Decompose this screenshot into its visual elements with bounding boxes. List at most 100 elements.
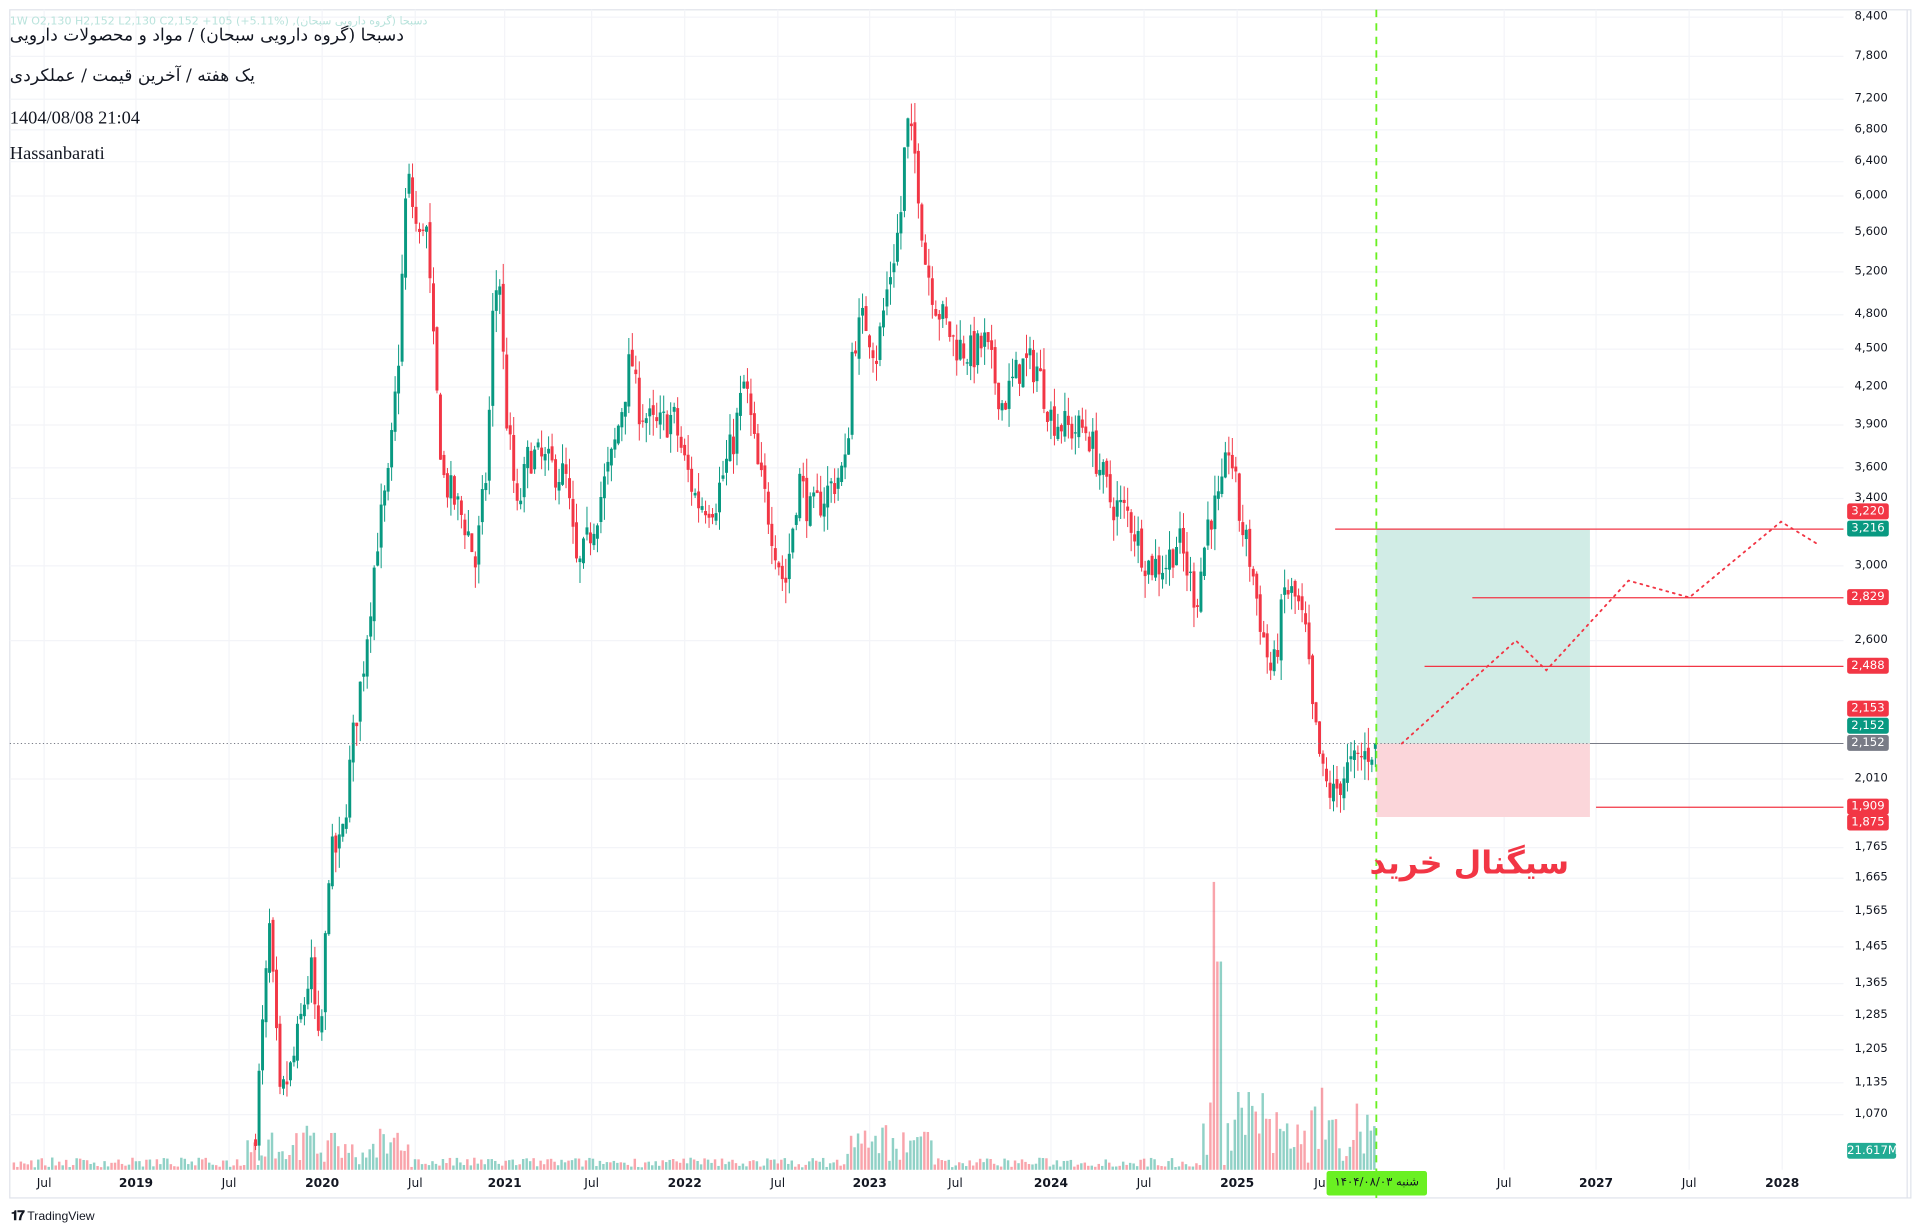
volume-bar <box>124 1165 127 1170</box>
candle-down <box>1255 573 1259 599</box>
buy-signal-label[interactable]: سیگنال خرید <box>1369 845 1570 882</box>
volume-bar <box>877 1153 881 1170</box>
volume-bar <box>497 1163 500 1170</box>
volume-bar <box>734 1163 738 1170</box>
volume-bar <box>1041 1158 1045 1170</box>
volume-bar <box>305 1125 309 1170</box>
volume-bar <box>727 1161 731 1170</box>
price-tick-label: 1,285 <box>1854 1008 1888 1022</box>
candle-down <box>1325 768 1328 782</box>
candle-down <box>676 408 680 436</box>
volume-bar <box>473 1157 476 1170</box>
volume-bar <box>912 1140 916 1170</box>
candle-up <box>330 836 334 887</box>
candle-up <box>257 1070 261 1146</box>
candle-up <box>1007 380 1011 409</box>
candle-down <box>927 265 931 278</box>
chart-frame <box>9 9 1912 1199</box>
chart-datetime: 1404/08/08 21:04 <box>9 109 140 129</box>
chart-subtitle: یک هفته / آخرین قیمت / عملکردی <box>9 66 255 86</box>
volume-bar <box>867 1147 870 1170</box>
price-tick-label: 6,000 <box>1854 188 1888 203</box>
volume-bar <box>1114 1166 1118 1170</box>
candle-down <box>777 562 781 568</box>
volume-bar <box>1240 1107 1244 1170</box>
candle-down <box>868 335 871 348</box>
candle-up <box>592 533 596 546</box>
candle-down <box>568 478 571 499</box>
candle-up <box>822 503 826 517</box>
candle-up <box>557 482 561 491</box>
volume-bar <box>295 1133 298 1170</box>
volume-bar <box>975 1162 978 1170</box>
candle-up <box>906 118 910 147</box>
volume-bar <box>521 1159 525 1170</box>
candle-up <box>983 332 987 347</box>
candle-down <box>1018 364 1021 384</box>
price-tick-label: 6,400 <box>1854 154 1888 168</box>
volume-bar <box>1073 1166 1076 1170</box>
volume-bar <box>720 1158 724 1170</box>
candle-down <box>515 483 519 501</box>
volume-bar <box>954 1165 957 1170</box>
volume-bar <box>392 1137 396 1170</box>
volume-bar <box>260 1155 263 1170</box>
candle-up <box>1098 469 1102 476</box>
candle-down <box>745 381 749 389</box>
volume-bar <box>232 1165 235 1170</box>
volume-bar <box>64 1159 68 1170</box>
candle-down <box>1227 452 1231 456</box>
volume-bar <box>173 1166 176 1170</box>
candle-up <box>519 500 523 505</box>
volume-bar <box>228 1166 232 1170</box>
long-position-tool[interactable] <box>1376 529 1590 818</box>
candle-up <box>847 438 851 455</box>
volume-bar <box>978 1158 982 1170</box>
volume-bar <box>445 1163 448 1170</box>
candle-up <box>878 326 882 360</box>
price-label-target-upper: 3,220 <box>1847 503 1889 520</box>
volume-bar <box>462 1164 466 1170</box>
candle-up <box>941 304 945 319</box>
volume-bar <box>103 1161 106 1170</box>
candle-up <box>1244 529 1248 540</box>
candle-down <box>1133 534 1137 542</box>
candle-up <box>547 448 551 454</box>
volume-bar <box>176 1166 180 1170</box>
candle-up <box>302 1004 306 1017</box>
candle-down <box>920 204 924 241</box>
volume-bar <box>1118 1165 1121 1170</box>
candle-down <box>780 565 784 580</box>
candle-down <box>655 417 659 422</box>
volume-bar <box>96 1166 99 1170</box>
volume-bar <box>1062 1160 1066 1170</box>
candle-up <box>958 339 962 360</box>
price-tick-label: 3,000 <box>1854 558 1888 573</box>
candle-down <box>418 228 421 232</box>
time-tick-label: 2022 <box>667 1177 702 1191</box>
candle-down <box>637 377 641 425</box>
volume-bar <box>951 1167 954 1170</box>
candle-up <box>700 506 704 510</box>
volume-bar <box>1153 1159 1156 1170</box>
volume-bar <box>469 1165 473 1170</box>
candle-down <box>470 533 474 553</box>
volume-bar <box>623 1162 626 1170</box>
tradingview-brand[interactable]: 𝟏𝟕 TradingView <box>11 1209 95 1225</box>
candle-down <box>1234 466 1238 472</box>
volume-bar <box>459 1162 462 1170</box>
candle-down <box>285 1081 289 1085</box>
candle-up <box>295 1023 299 1061</box>
price-tick-label: 1,765 <box>1854 840 1888 854</box>
candle-down <box>854 350 858 354</box>
volume-bar <box>1306 1162 1310 1170</box>
candle-up <box>829 481 833 484</box>
volume-bar <box>710 1162 713 1170</box>
drawings[interactable] <box>9 9 1844 1198</box>
volume-bar <box>242 1165 246 1170</box>
candle-up <box>261 1019 265 1071</box>
time-tick-label: Jul <box>36 1177 52 1191</box>
volume-bar <box>357 1164 361 1170</box>
